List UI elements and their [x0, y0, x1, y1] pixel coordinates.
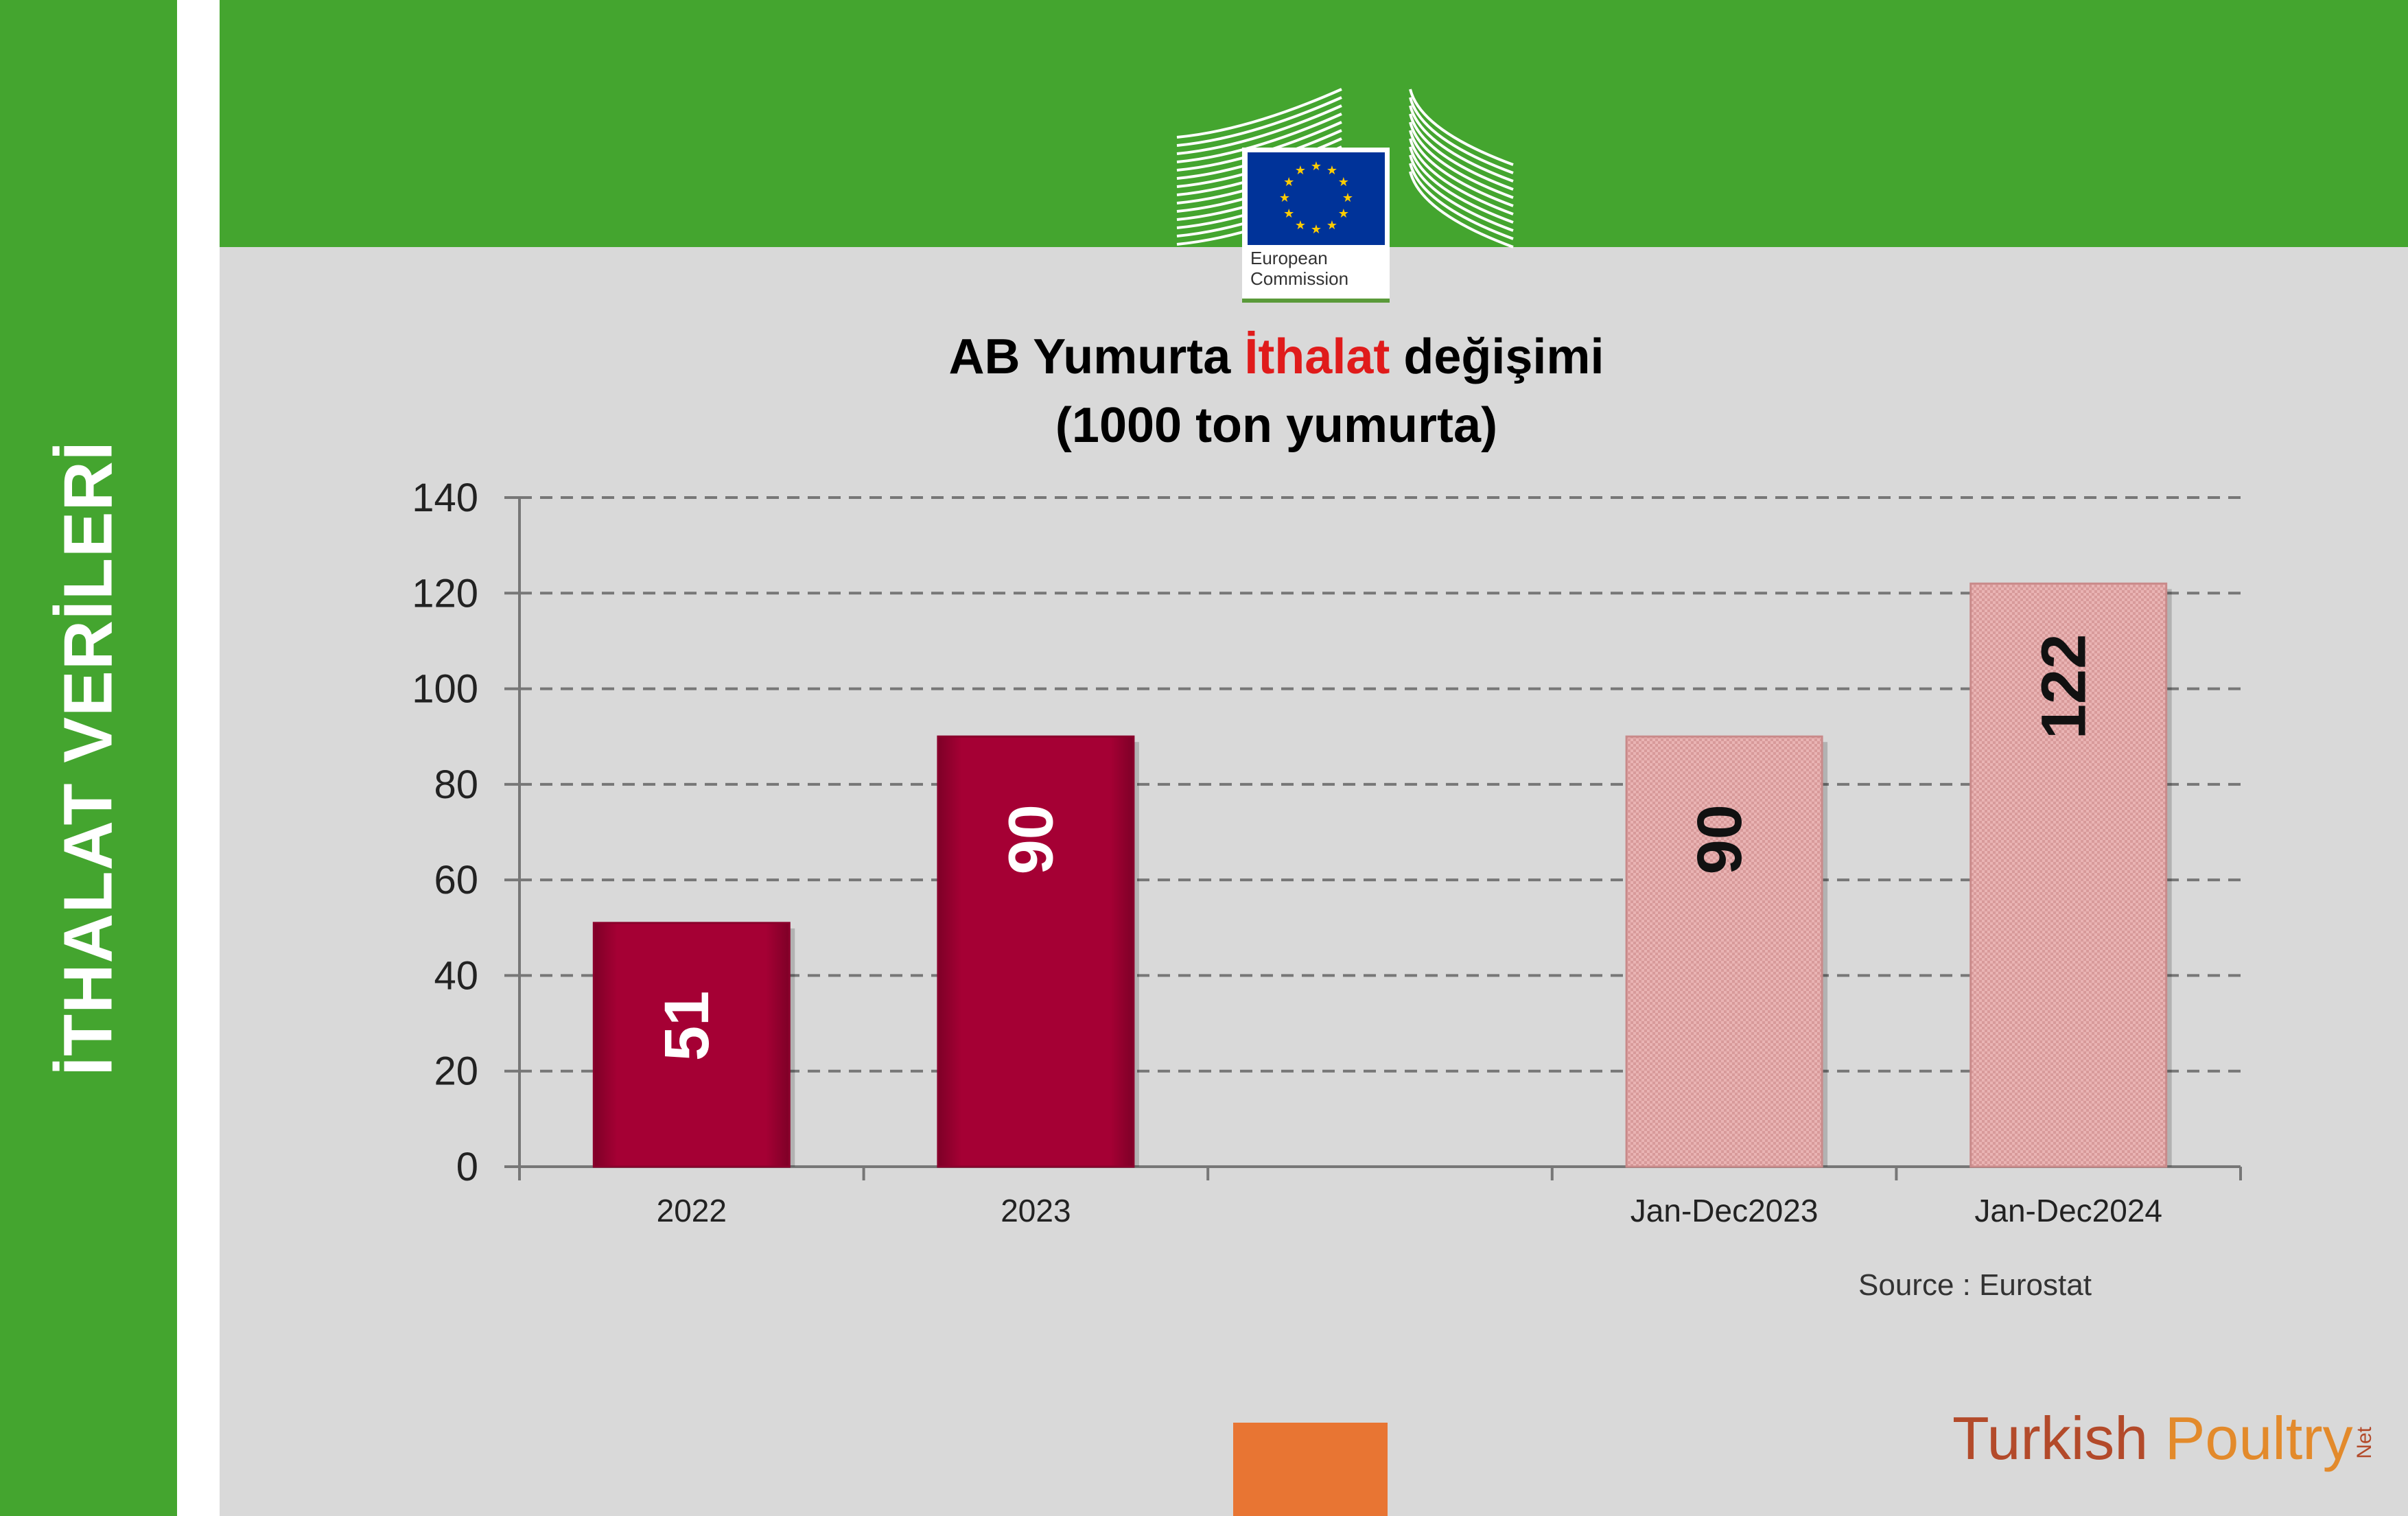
chart-title-line2: (1000 ton yumurta) [1055, 398, 1498, 453]
eu-star: ★ [1311, 159, 1322, 174]
x-tick-label: 2023 [1001, 1193, 1071, 1228]
eu-star: ★ [1283, 175, 1294, 189]
chart-title: AB Yumurta İthalat değişimi (1000 ton yu… [789, 323, 1764, 460]
logo-line1: European [1250, 248, 1328, 268]
y-tick-label: 80 [434, 762, 478, 807]
y-tick-label: 120 [412, 571, 478, 616]
eu-star: ★ [1283, 207, 1294, 221]
labels: 0 20 40 60 80 100 120 140 2022 51 2023 90 Jan-Dec202… [412, 476, 2162, 1228]
brand-suffix: Net [2352, 1427, 2376, 1459]
bar [1625, 735, 1823, 1168]
brand-word2: Poultry [2164, 1404, 2353, 1472]
chart-title-line1: AB Yumurta İthalat değişimi [789, 323, 1764, 391]
eu-flag [1248, 152, 1385, 245]
axes [504, 496, 2242, 1180]
brand-logo: Turkish PoultryNet [1952, 1403, 2376, 1473]
source-note: Source : Eurostat [1858, 1268, 2092, 1302]
eu-star: ★ [1338, 175, 1349, 189]
eu-star: ★ [1326, 163, 1337, 178]
data-label: 90 [1685, 804, 1755, 874]
data-label: 122 [2029, 634, 2099, 740]
divider-strip [177, 0, 220, 1516]
bars [592, 582, 2172, 1168]
building-lines-right [1409, 89, 1514, 248]
brand-word1: Turkish [1952, 1404, 2165, 1472]
title-post: değişimi [1390, 329, 1604, 384]
y-tick-label: 20 [434, 1049, 478, 1094]
title-accent: İthalat [1244, 329, 1390, 384]
european-commission-logo: ★ ★★★★★★★★★★★ European Commission [1176, 88, 1514, 303]
x-tick-label: 2022 [657, 1193, 727, 1228]
data-label: 51 [652, 991, 722, 1061]
y-tick-label: 60 [434, 858, 478, 902]
eu-star: ★ [1326, 218, 1337, 233]
eu-star: ★ [1338, 207, 1349, 221]
title-pre: AB Yumurta [948, 329, 1245, 384]
left-band [0, 0, 177, 1516]
orange-accent-box [1233, 1423, 1388, 1516]
y-tick-label: 100 [412, 667, 478, 712]
eu-star: ★ [1295, 218, 1306, 233]
eu-star: ★ [1279, 191, 1290, 205]
logo-line2: Commission [1250, 268, 1348, 289]
bar [1969, 582, 2168, 1168]
eu-star: ★ [1342, 191, 1353, 205]
eu-star: ★ [1295, 163, 1306, 178]
x-tick-label: Jan-Dec2024 [1974, 1193, 2162, 1228]
y-tick-label: 0 [456, 1145, 478, 1189]
y-tick-label: 40 [434, 953, 478, 998]
bar [592, 922, 791, 1168]
data-label: 90 [996, 804, 1066, 874]
x-tick-label: Jan-Dec2023 [1630, 1193, 1819, 1228]
bar [937, 735, 1135, 1168]
eu-star: ★ [1311, 222, 1322, 237]
eu-stars-icon: ★ ★★★★★★★★★★★ [1279, 159, 1353, 237]
y-tick-label: 140 [412, 476, 478, 520]
